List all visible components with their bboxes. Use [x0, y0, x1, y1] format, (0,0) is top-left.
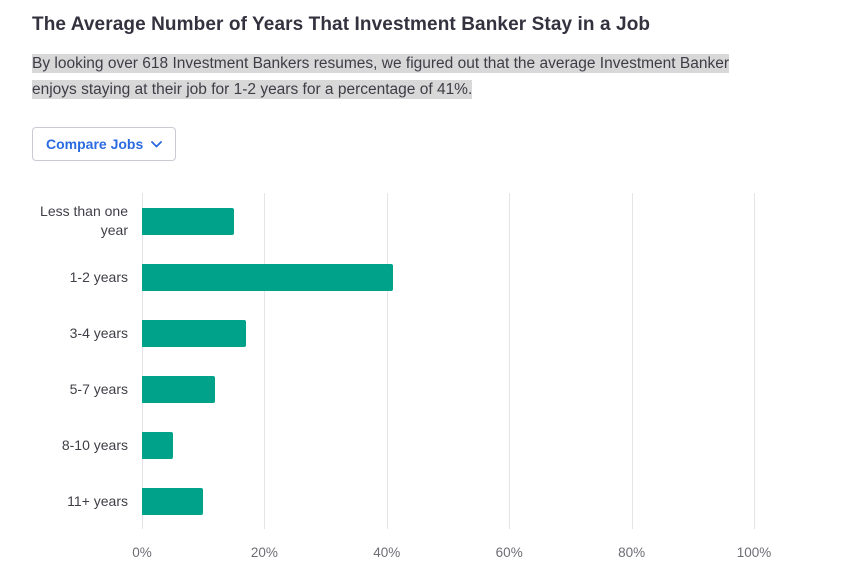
bar[interactable] — [142, 431, 173, 459]
page-title: The Average Number of Years That Investm… — [32, 14, 651, 35]
chart-row: 5-7 years — [32, 361, 754, 417]
gridline — [264, 193, 266, 530]
chart-row: Less than one year — [32, 193, 754, 249]
gridline — [142, 193, 143, 530]
gridline — [631, 193, 633, 530]
x-tick-label: 60% — [495, 545, 523, 561]
category-label: 8-10 years — [61, 436, 128, 453]
chart-row: 8-10 years — [32, 417, 754, 473]
chart-rows: Less than one year 1-2 years 3-4 years 5-7 … — [32, 193, 754, 529]
x-tick-label: 0% — [132, 545, 152, 561]
chart-row: 3-4 years — [32, 305, 754, 361]
compare-jobs-button[interactable]: Compare Jobs — [32, 127, 177, 162]
bar-chart: Less than one year 1-2 years 3-4 years 5-7 … — [32, 193, 771, 573]
x-tick-label: 80% — [618, 545, 646, 561]
bar-track — [142, 319, 754, 347]
category-label: Less than one year — [40, 203, 128, 239]
x-tick-label: 40% — [373, 545, 401, 561]
bar[interactable] — [142, 263, 393, 291]
category-label: 3-4 years — [69, 324, 128, 341]
bar-track — [142, 431, 754, 459]
gridlines — [142, 193, 755, 530]
compare-jobs-label: Compare Jobs — [46, 136, 144, 153]
subtitle-highlighted-text: By looking over 618 Investment Bankers r… — [32, 54, 730, 100]
bar[interactable] — [142, 375, 216, 403]
bar-track — [142, 263, 754, 291]
category-label: 1-2 years — [69, 268, 128, 285]
category-label: 11+ years — [67, 492, 128, 509]
chart-row: 1-2 years — [32, 249, 754, 305]
bar-track — [142, 375, 754, 403]
category-label: 5-7 years — [69, 380, 128, 397]
bar[interactable] — [142, 319, 247, 347]
gridline — [754, 193, 755, 530]
gridline — [509, 193, 511, 530]
chevron-down-icon — [151, 140, 163, 148]
gridline — [386, 193, 388, 530]
subtitle: By looking over 618 Investment Bankers r… — [32, 51, 732, 103]
bar-track — [142, 487, 754, 515]
x-tick-label: 20% — [250, 545, 278, 561]
bar-track — [142, 207, 754, 235]
chart-row: 11+ years — [32, 473, 754, 529]
x-axis: 0% 20% 40% 60% 80% 100% — [132, 545, 771, 565]
bar[interactable] — [142, 207, 234, 235]
x-tick-label: 100% — [736, 545, 772, 561]
bar[interactable] — [142, 487, 204, 515]
